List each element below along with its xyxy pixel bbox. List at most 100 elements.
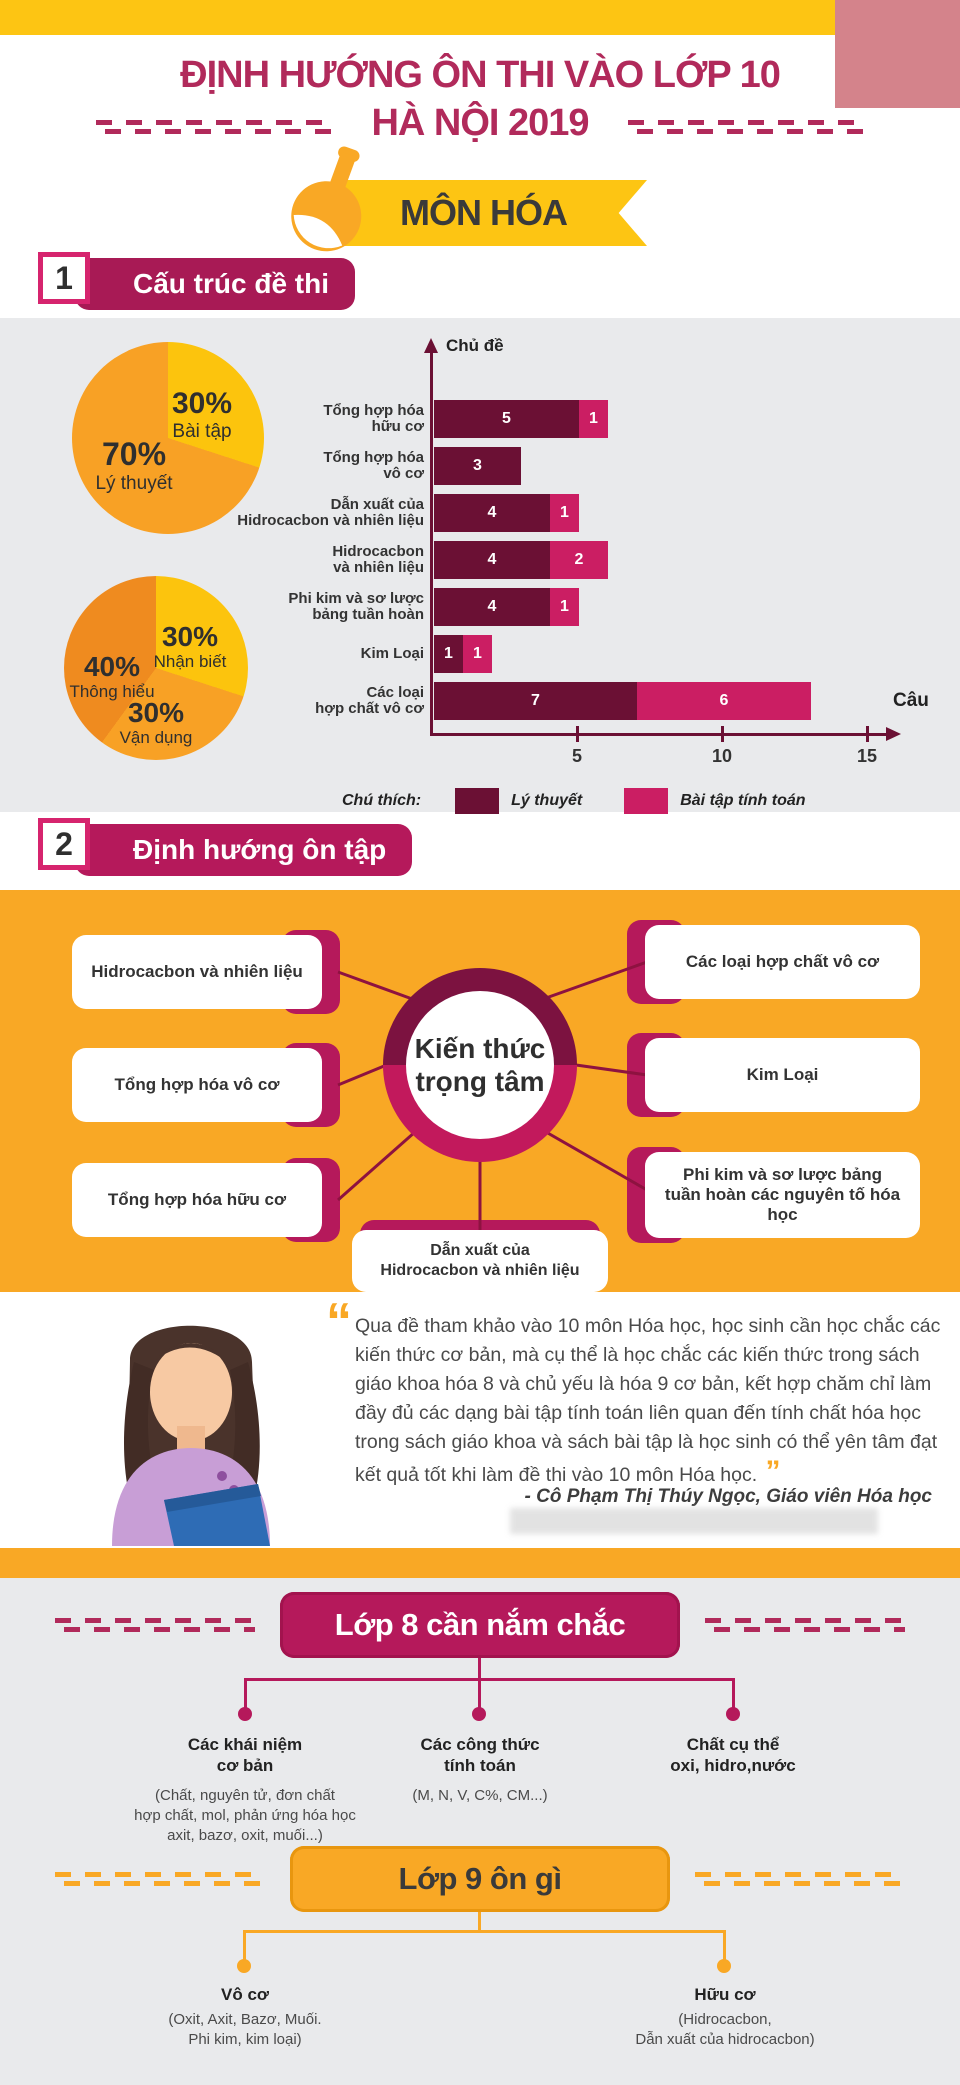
subject-label: MÔN HÓA xyxy=(400,192,568,233)
pie1-theory-value: 70 xyxy=(86,437,182,472)
y-axis-arrow-icon xyxy=(424,338,438,353)
flask-icon xyxy=(280,142,372,265)
top-accent-bar xyxy=(0,0,835,35)
grade9-tree-bar xyxy=(244,1930,726,1933)
page-title-line1: ĐỊNH HƯỚNG ÔN THI VÀO LỚP 10 xyxy=(180,54,781,96)
bar-value: 1 xyxy=(473,645,482,662)
review-plan-section: Lớp 8 cần nắm chắc Các khái niệm cơ bản … xyxy=(0,1578,960,2085)
pie2-application-label: 30 Vận dụng xyxy=(110,698,202,747)
x-axis-tick-label: 10 xyxy=(711,746,733,766)
pie2-application-name: Vận dụng xyxy=(119,728,193,748)
section2-number: 2 xyxy=(55,825,73,862)
x-axis-tick-label: 15 xyxy=(856,746,878,766)
grade9-dashes-right xyxy=(695,1872,905,1887)
section2-title-pill: Định hướng ôn tập xyxy=(75,824,413,876)
bar-segment-exercise: 2 xyxy=(550,541,608,579)
quote-attribution: - Cô Phạm Thị Thúy Ngọc, Giáo viên Hóa h… xyxy=(524,1486,932,1507)
mindmap-box-label: Kim Loại xyxy=(746,1065,819,1084)
pie2-recognition-name: Nhận biết xyxy=(153,652,227,672)
section1-number: 1 xyxy=(55,259,73,296)
grade8-title: Lớp 8 cần nắm chắc xyxy=(334,1607,626,1642)
bar-segment-exercise: 6 xyxy=(637,682,811,720)
page-title-line2: HÀ NỘI 2019 xyxy=(371,102,589,144)
bar-value: 1 xyxy=(560,504,569,521)
bar-category-label: Hidrocacbon và nhiên liệu xyxy=(332,543,424,576)
mindmap-box-inorganic-compounds: Các loại hợp chất vô cơ xyxy=(627,920,920,1004)
pie2-recognition-value: 30 xyxy=(144,622,236,652)
mindmap-box-label: Các loại hợp chất vô cơ xyxy=(685,952,880,971)
mindmap-box-label: Hidrocacbon và nhiên liệu xyxy=(91,962,303,981)
subject-ribbon: MÔN HÓA xyxy=(332,180,647,246)
grade9-dashes-left xyxy=(55,1872,265,1887)
section1-title: Cấu trúc đề thi xyxy=(133,268,330,299)
mindmap-box-hydrocarbon: Hidrocacbon và nhiên liệu xyxy=(72,930,340,1014)
legend-exercise-label: Bài tập tính toán xyxy=(680,792,806,809)
grade9-tree-dot xyxy=(717,1959,731,1973)
bar-category-label: Kim Loại xyxy=(360,645,424,662)
bar-value: 4 xyxy=(487,504,497,521)
exam-structure-panel: 30 Bài tập 70 Lý thuyết 30 Nhận biết 40 … xyxy=(0,318,960,814)
x-axis-arrow-icon xyxy=(886,727,901,741)
grade9-tree-stem xyxy=(478,1912,481,1932)
bar-chart: Chủ đề Câu Tổng hợp hóa hữu cơ 5 1 Tổng hợp… xyxy=(0,318,960,814)
grade8-item-title: Chất cụ thể oxi, hidro,nước xyxy=(670,1735,796,1775)
x-axis-tick xyxy=(721,726,724,742)
grade8-item-title: Các công thức tính toán xyxy=(420,1735,540,1775)
mindmap-box-label: Tổng hợp hóa vô cơ xyxy=(114,1075,280,1094)
mindmap-box-inorganic-synthesis: Tổng hợp hóa vô cơ xyxy=(72,1043,340,1127)
bar-value: 7 xyxy=(531,692,540,709)
bar-segment-exercise: 1 xyxy=(579,400,608,438)
section2-number-badge: 2 xyxy=(38,818,90,870)
bar-segment-theory: 4 xyxy=(434,541,550,579)
pie1-exercise-value: 30 xyxy=(160,388,244,420)
bar-value: 2 xyxy=(574,551,584,568)
bar-value: 1 xyxy=(560,598,569,615)
grade8-tree-drop xyxy=(732,1678,735,1708)
mindmap-box-label: Dẫn xuất của Hidrocacbon và nhiên liệu xyxy=(380,1242,580,1279)
orange-divider-bar xyxy=(0,1548,960,1578)
grade9-tree-dot xyxy=(237,1959,251,1973)
grade8-item-detail: (M, N, V, C%, CM...) xyxy=(412,1787,548,1804)
section1-number-badge: 1 xyxy=(38,252,90,304)
teacher-quote-section: “ Qua đề tham khảo vào 10 môn Hóa học, h… xyxy=(0,1292,960,1548)
grade9-item-detail: (Hidrocacbon, Dẫn xuất của hidrocacbon) xyxy=(635,2011,815,2048)
bar-value: 4 xyxy=(487,551,497,568)
mindmap-box-organic-synthesis: Tổng hợp hóa hữu cơ xyxy=(72,1158,340,1242)
bar-value: 3 xyxy=(473,457,482,474)
bar-category-label: Tổng hợp hóa hữu cơ xyxy=(323,402,424,435)
grade8-title-badge: Lớp 8 cần nắm chắc xyxy=(280,1592,680,1658)
pie-structure: 30 Bài tập 70 Lý thuyết xyxy=(72,342,264,534)
mindmap-center-label: Kiến thức trọng tâm xyxy=(414,1033,546,1097)
grade8-item-detail: (Chất, nguyên tử, đơn chất hợp chất, mol… xyxy=(134,1787,356,1844)
bar-segment-exercise: 1 xyxy=(550,494,579,532)
mindmap-box-nonmetals: Phi kim và sơ lược bảng tuần hoàn các ng… xyxy=(627,1147,920,1243)
grade8-dashes-left xyxy=(55,1618,255,1633)
x-axis xyxy=(430,733,888,736)
pie1-exercise-name: Bài tập xyxy=(172,420,232,442)
bar-value: 1 xyxy=(444,645,453,662)
mindmap-panel: Hidrocacbon và nhiên liệu Tổng hợp hóa v… xyxy=(0,890,960,1292)
mindmap-box-derivatives: Dẫn xuất của Hidrocacbon và nhiên liệu xyxy=(352,1220,608,1292)
legend-theory-label: Lý thuyết xyxy=(511,792,583,809)
grade9-title: Lớp 9 ôn gì xyxy=(398,1861,562,1896)
pie2-recognition-label: 30 Nhận biết xyxy=(144,622,236,671)
bar-value: 5 xyxy=(502,410,511,427)
mindmap-center-circle: Kiến thức trọng tâm xyxy=(383,968,577,1162)
legend-title: Chú thích: xyxy=(342,792,422,809)
pie1-theory-name: Lý thuyết xyxy=(95,472,173,494)
x-axis-label: Câu xyxy=(893,690,929,711)
bar-segment-theory: 3 xyxy=(434,447,521,485)
y-axis-label: Chủ đề xyxy=(446,336,504,355)
bar-category-label: Phi kim và sơ lược bảng tuần hoàn xyxy=(288,590,424,623)
bar-value: 6 xyxy=(719,692,729,709)
x-axis-tick-label: 5 xyxy=(571,746,582,766)
teacher-photo xyxy=(72,1300,310,1551)
mindmap-connector-lines xyxy=(337,960,648,1232)
pie2-comprehension-name: Thông hiểu xyxy=(69,682,155,702)
pie2-application-value: 30 xyxy=(110,698,202,728)
y-axis xyxy=(430,352,433,735)
grade8-tree-drop xyxy=(478,1678,481,1708)
bar-segment-theory: 7 xyxy=(434,682,637,720)
grade8-tree-dot xyxy=(726,1707,740,1721)
pie1-exercise-label: 30 Bài tập xyxy=(160,388,244,441)
